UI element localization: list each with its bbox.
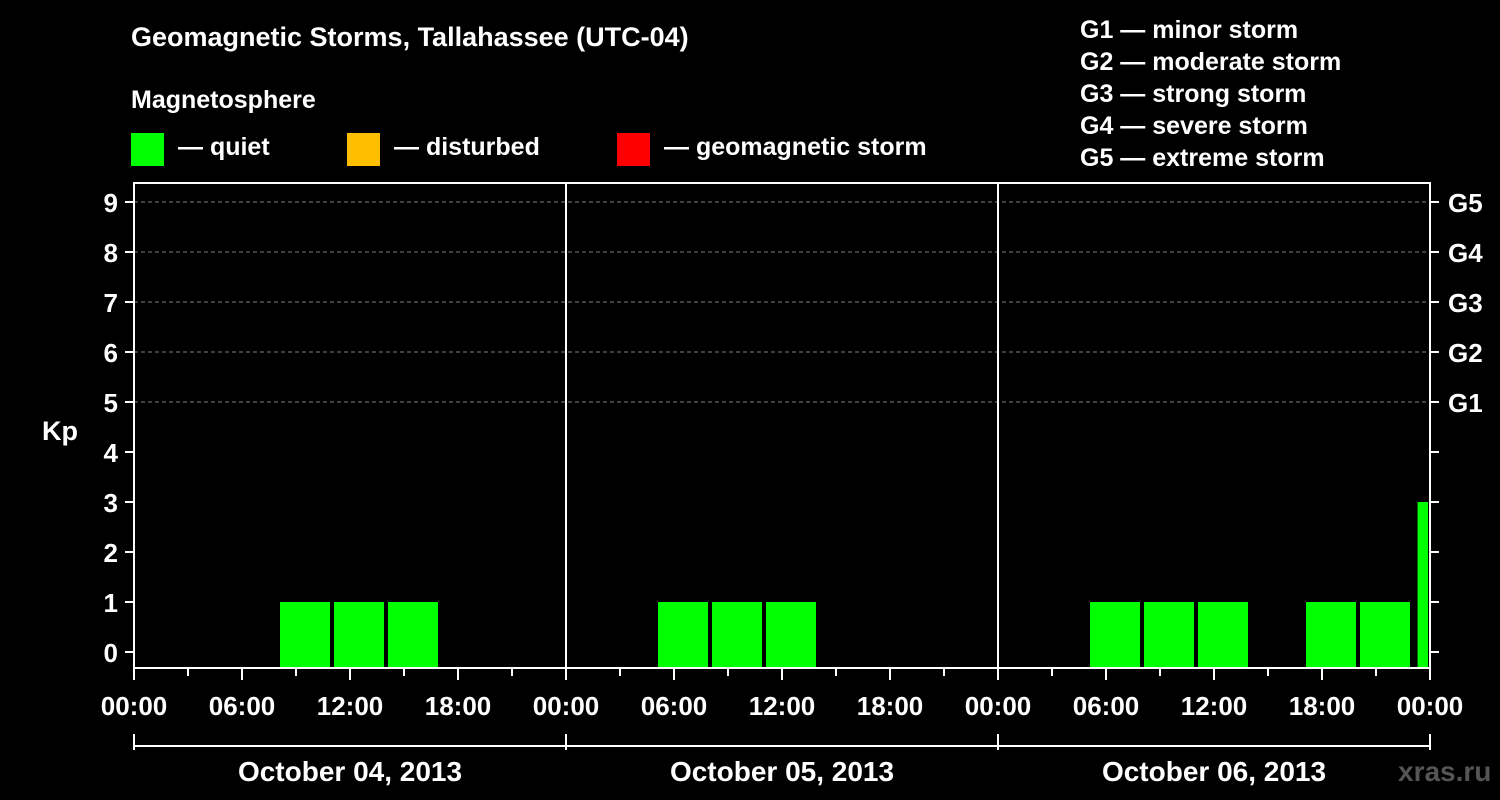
kp-bar [766,602,816,668]
kp-bar [1417,502,1428,668]
y-tick-label: 4 [104,438,119,468]
kp-bar [1306,602,1356,668]
x-tick-label: 06:00 [209,691,276,721]
x-tick-label: 18:00 [857,691,924,721]
legend-label-disturbed: — disturbed [394,133,540,161]
storm-scale-g4: G4 — severe storm [1080,112,1308,140]
storm-scale-g3: G3 — strong storm [1080,80,1307,108]
kp-bar [1360,602,1410,668]
y-tick-label: 3 [104,488,118,518]
x-tick-label: 12:00 [317,691,384,721]
right-axis-label: G2 [1448,338,1483,368]
x-tick-label: 12:00 [749,691,816,721]
legend-swatch-storm [617,133,650,166]
kp-bar [658,602,708,668]
storm-scale-g5: G5 — extreme storm [1080,144,1325,172]
legend-swatch-quiet [131,133,164,166]
legend-label-storm: — geomagnetic storm [664,133,927,161]
kp-bar [712,602,762,668]
x-tick-label: 00:00 [533,691,600,721]
y-tick-label: 0 [104,638,118,668]
x-tick-label: 00:00 [101,691,168,721]
plot-frame [133,182,1431,669]
date-label: October 05, 2013 [670,756,894,787]
legend-swatch-disturbed [347,133,380,166]
x-tick-label: 06:00 [1073,691,1140,721]
legend-title: Magnetosphere [131,86,316,114]
kp-bar [1090,602,1140,668]
x-tick-label: 06:00 [641,691,708,721]
y-tick-label: 9 [104,188,118,218]
chart-title: Geomagnetic Storms, Tallahassee (UTC-04) [131,22,689,52]
y-tick-label: 6 [104,338,118,368]
x-tick-label: 00:00 [965,691,1032,721]
x-tick-label: 12:00 [1181,691,1248,721]
kp-bar [280,602,330,668]
y-tick-label: 2 [104,538,118,568]
date-label: October 04, 2013 [238,756,462,787]
y-tick-label: 1 [104,588,118,618]
storm-scale-g1: G1 — minor storm [1080,16,1299,44]
right-axis-label: G1 [1448,388,1483,418]
right-axis-label: G4 [1448,238,1483,268]
y-axis-label: Kp [42,416,78,446]
kp-bar [334,602,384,668]
kp-bar [388,602,438,668]
x-tick-label: 18:00 [425,691,492,721]
x-tick-label: 00:00 [1397,691,1464,721]
storm-scale-legend: G1 — minor storm G2 — moderate storm G3 … [1080,14,1341,174]
x-tick-label: 18:00 [1289,691,1356,721]
legend-label-quiet: — quiet [178,133,270,161]
kp-bar [1198,602,1248,668]
storm-scale-g2: G2 — moderate storm [1080,48,1342,76]
watermark: xras.ru [1398,756,1492,787]
date-label: October 06, 2013 [1102,756,1326,787]
right-axis-label: G5 [1448,188,1483,218]
right-axis-label: G3 [1448,288,1483,318]
y-tick-label: 5 [104,388,118,418]
kp-bar [1144,602,1194,668]
y-tick-label: 8 [104,238,118,268]
y-tick-label: 7 [104,288,118,318]
